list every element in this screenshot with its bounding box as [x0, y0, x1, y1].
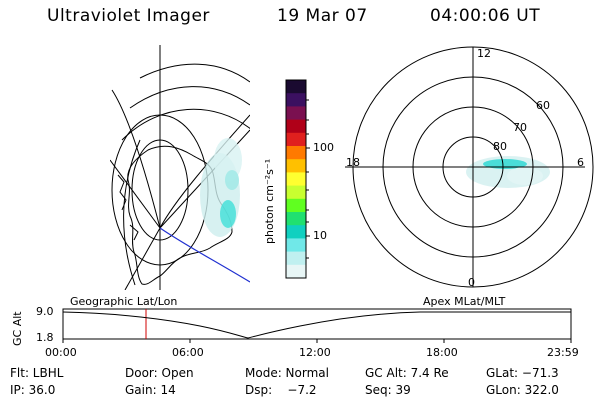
timeline-ymin: 1.8: [36, 331, 54, 344]
date-label: 19 Mar 07: [277, 6, 368, 26]
timeline-left-title: Geographic Lat/Lon: [70, 295, 178, 308]
timeline-tick-4: 23:59: [547, 346, 579, 359]
info-flt: Flt: LBHL: [10, 366, 64, 380]
colorbar-band: [286, 119, 306, 134]
colorbar-band: [286, 159, 306, 173]
mlt-label-midnight: 0: [468, 276, 475, 289]
colorbar-band: [286, 198, 306, 213]
timeline-tick-2: 12:00: [299, 346, 331, 359]
timeline-tick-1: 06:00: [172, 346, 204, 359]
lat-label-70: 70: [513, 121, 527, 134]
polar-plot: [345, 46, 594, 288]
colorbar-band: [286, 264, 306, 279]
info-seq: Seq: 39: [365, 383, 411, 397]
info-door: Door: Open: [125, 366, 194, 380]
mlt-label-dusk: 18: [346, 156, 360, 169]
timeline-plot: [62, 308, 572, 343]
timeline-right-title: Apex MLat/MLT: [423, 295, 506, 308]
lat-label-60: 60: [536, 99, 550, 112]
colorbar-band: [286, 132, 306, 147]
time-label: 04:00:06 UT: [430, 6, 541, 26]
timeline-tick-3: 18:00: [426, 346, 458, 359]
colorbar: [285, 79, 310, 279]
info-mode: Mode: Normal: [245, 366, 329, 380]
colorbar-band: [286, 251, 306, 266]
info-glon: GLon: 322.0: [486, 383, 559, 397]
info-gcalt: GC Alt: 7.4 Re: [365, 366, 449, 380]
colorbar-band: [286, 172, 306, 187]
info-ip: IP: 36.0: [10, 383, 56, 397]
mlt-label-dawn: 6: [577, 156, 584, 169]
colorbar-unit-label: photon cm⁻²s⁻¹: [263, 158, 276, 244]
info-gain: Gain: 14: [125, 383, 176, 397]
colorbar-tick-100: 100: [313, 141, 334, 154]
colorbar-band: [286, 93, 306, 107]
timeline-tick-0: 00:00: [45, 346, 77, 359]
instrument-title: Ultraviolet Imager: [47, 6, 210, 26]
colorbar-band: [286, 185, 306, 200]
colorbar-band: [286, 146, 306, 160]
timeline-ylabel: GC Alt: [11, 311, 24, 346]
mlt-label-noon: 12: [477, 47, 491, 60]
colorbar-tick-10: 10: [313, 229, 327, 242]
colorbar-band: [286, 212, 306, 226]
info-dsp: Dsp: −7.2: [245, 383, 317, 397]
lat-label-80: 80: [493, 140, 507, 153]
geographic-map: [110, 45, 250, 290]
colorbar-band: [286, 80, 306, 94]
timeline-ymax: 9.0: [36, 305, 54, 318]
colorbar-band: [286, 238, 306, 253]
colorbar-band: [286, 225, 306, 239]
colorbar-band: [286, 106, 306, 121]
info-glat: GLat: −71.3: [486, 366, 559, 380]
